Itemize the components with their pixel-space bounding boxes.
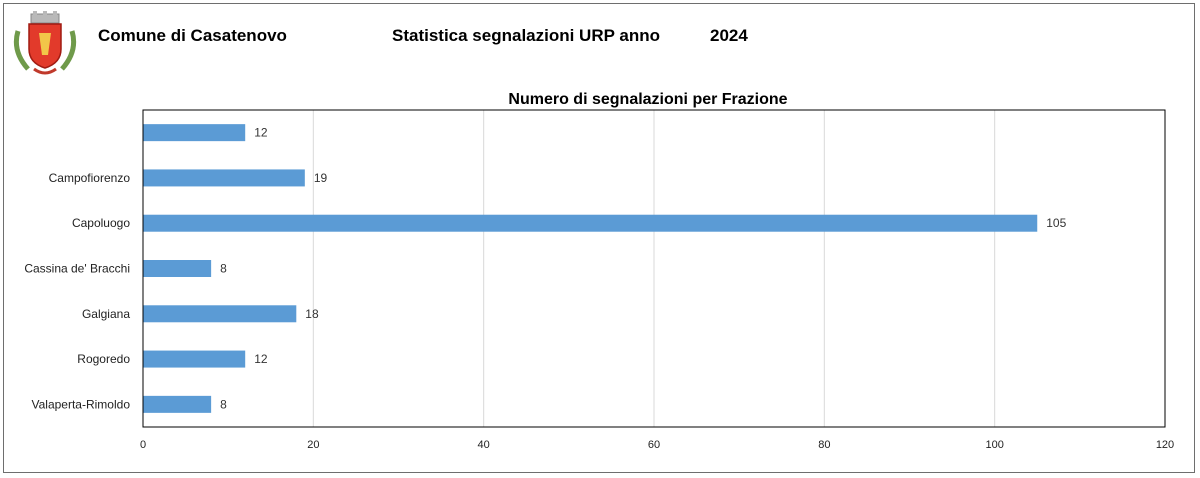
bars bbox=[143, 124, 1038, 413]
value-axis: 0 20 40 60 80 100 120 bbox=[140, 439, 1174, 451]
chart-title: Numero di segnalazioni per Frazione bbox=[508, 91, 787, 108]
gridlines bbox=[312, 110, 996, 427]
bar bbox=[143, 169, 305, 187]
x-tick-label: 60 bbox=[648, 439, 660, 451]
report-year: 2024 bbox=[710, 26, 748, 45]
plot-area-border bbox=[142, 109, 1166, 428]
bar bbox=[143, 305, 297, 323]
data-label: 105 bbox=[1046, 216, 1066, 230]
category-label: Cassina de' Bracchi bbox=[24, 262, 130, 276]
x-tick-label: 40 bbox=[478, 439, 490, 451]
data-label: 8 bbox=[220, 262, 227, 276]
municipality-name: Comune di Casatenovo bbox=[98, 26, 287, 45]
report-frame bbox=[3, 3, 1195, 473]
bar bbox=[143, 260, 212, 277]
data-labels: 12 19 105 8 18 12 8 bbox=[220, 126, 1066, 412]
bar bbox=[143, 395, 212, 413]
bar bbox=[143, 350, 246, 368]
report-title: Statistica segnalazioni URP anno bbox=[392, 26, 660, 45]
data-label: 12 bbox=[254, 126, 268, 140]
x-tick-label: 0 bbox=[140, 439, 146, 451]
data-label: 12 bbox=[254, 352, 268, 366]
coat-of-arms-icon bbox=[13, 11, 77, 75]
x-tick-label: 100 bbox=[985, 439, 1003, 451]
bar bbox=[143, 124, 246, 142]
category-label: Galgiana bbox=[82, 307, 130, 321]
x-tick-label: 20 bbox=[307, 439, 319, 451]
data-label: 18 bbox=[305, 307, 319, 321]
category-label: Campofiorenzo bbox=[49, 171, 131, 185]
category-axis: Campofiorenzo Capoluogo Cassina de' Bracch… bbox=[24, 171, 130, 411]
category-label: Rogoredo bbox=[77, 352, 130, 366]
data-label: 19 bbox=[314, 171, 328, 185]
x-tick-label: 80 bbox=[818, 439, 830, 451]
category-label: Capoluogo bbox=[72, 216, 130, 230]
data-label: 8 bbox=[220, 397, 227, 411]
x-tick-label: 120 bbox=[1156, 439, 1174, 451]
category-label: Valaperta-Rimoldo bbox=[32, 397, 131, 411]
bar bbox=[143, 214, 1038, 232]
